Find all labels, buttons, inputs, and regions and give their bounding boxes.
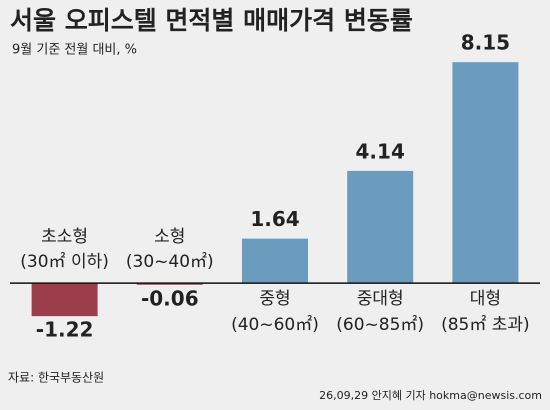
bar [242, 238, 308, 284]
category-sublabel: (40~60㎡) [231, 315, 319, 335]
category-sublabel: (85㎡ 초과) [441, 315, 530, 335]
category-sublabel: (30~40㎡) [126, 252, 214, 272]
bar [347, 170, 414, 284]
category-label: 초소형 [41, 227, 88, 247]
value-label: -0.06 [141, 287, 199, 311]
chart-title: 서울 오피스텔 면적별 매매가격 변동률 [10, 6, 413, 35]
value-label: 8.15 [461, 31, 510, 55]
chart-subtitle: 9월 기준 전월 대비, % [12, 43, 137, 58]
value-label: -1.22 [36, 318, 94, 342]
category-label: 소형 [154, 227, 185, 247]
bar [31, 283, 98, 317]
value-label: 1.64 [250, 207, 299, 231]
category-label: 중대형 [357, 289, 404, 309]
category-sublabel: (60~85㎡) [336, 315, 424, 335]
bar [452, 62, 519, 284]
source: 자료: 한국부동산원 [8, 371, 104, 385]
credit: 26,09,29 안지혜 기자 hokma@newsis.com [319, 389, 542, 402]
category-label: 대형 [470, 289, 501, 309]
bar [136, 283, 203, 285]
category-sublabel: (30㎡ 이하) [20, 252, 109, 272]
category-label: 중형 [259, 289, 290, 309]
value-label: 4.14 [356, 139, 405, 163]
